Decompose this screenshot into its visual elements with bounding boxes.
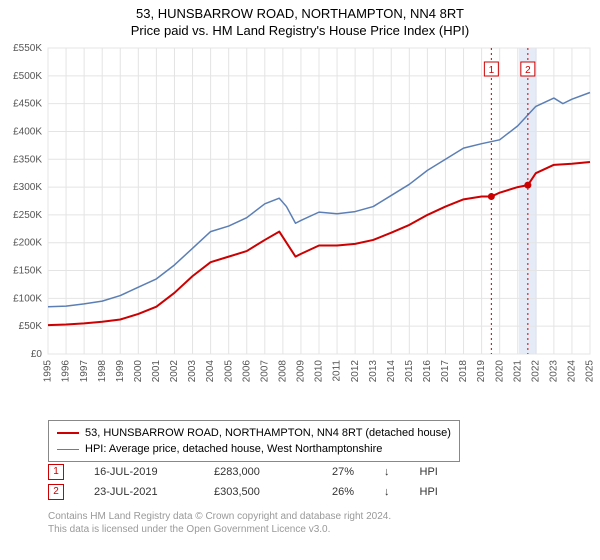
datapoint-marker-1: 1 (48, 464, 64, 480)
datapoint-table: 1 16-JUL-2019 £283,000 27% ↓ HPI 2 23-JU… (48, 462, 438, 502)
svg-text:2: 2 (525, 65, 531, 76)
svg-text:2020: 2020 (494, 360, 505, 383)
svg-text:2023: 2023 (549, 360, 560, 383)
datapoint-marker-1-num: 1 (53, 462, 59, 482)
svg-text:£500K: £500K (13, 71, 42, 82)
svg-text:2009: 2009 (296, 360, 307, 383)
svg-text:2017: 2017 (440, 360, 451, 383)
datapoint-1-date: 16-JUL-2019 (94, 462, 184, 482)
svg-text:£200K: £200K (13, 238, 42, 249)
datapoint-1-vs: HPI (420, 462, 438, 482)
svg-text:£50K: £50K (19, 321, 43, 332)
svg-text:£0: £0 (31, 349, 43, 360)
svg-text:2006: 2006 (241, 360, 252, 383)
footnote-line2: This data is licensed under the Open Gov… (48, 523, 391, 536)
svg-text:2005: 2005 (223, 360, 234, 383)
datapoint-2-pct: 26% (314, 482, 354, 502)
svg-text:2010: 2010 (314, 360, 325, 383)
svg-text:1996: 1996 (61, 360, 72, 383)
svg-text:£550K: £550K (13, 44, 42, 54)
datapoint-1-pct: 27% (314, 462, 354, 482)
svg-text:2012: 2012 (350, 360, 361, 383)
datapoint-1-price: £283,000 (214, 462, 284, 482)
chart-title-address: 53, HUNSBARROW ROAD, NORTHAMPTON, NN4 8R… (0, 6, 600, 21)
datapoint-2-price: £303,500 (214, 482, 284, 502)
svg-text:£150K: £150K (13, 266, 42, 277)
svg-text:2019: 2019 (476, 360, 487, 383)
svg-text:£100K: £100K (13, 293, 42, 304)
datapoint-marker-2-num: 2 (53, 482, 59, 502)
chart-svg: £0 £50K £100K £150K £200K £250K £300K £350K £400… (0, 44, 600, 414)
svg-text:£450K: £450K (13, 99, 42, 110)
svg-text:£250K: £250K (13, 210, 42, 221)
svg-text:£300K: £300K (13, 182, 42, 193)
footnote-line1: Contains HM Land Registry data © Crown c… (48, 510, 391, 523)
footnote: Contains HM Land Registry data © Crown c… (48, 510, 391, 536)
svg-text:2013: 2013 (368, 360, 379, 383)
legend-swatch-hpi (57, 449, 79, 450)
datapoint-row-2: 2 23-JUL-2021 £303,500 26% ↓ HPI (48, 482, 438, 502)
svg-text:2024: 2024 (567, 360, 578, 383)
datapoint-marker-2: 2 (48, 484, 64, 500)
svg-text:1995: 1995 (43, 360, 54, 383)
svg-text:2011: 2011 (332, 360, 343, 382)
svg-text:2014: 2014 (386, 360, 397, 383)
svg-text:1997: 1997 (79, 360, 90, 383)
svg-text:2018: 2018 (458, 360, 469, 383)
svg-text:2008: 2008 (278, 360, 289, 383)
legend-label-hpi: HPI: Average price, detached house, West… (85, 441, 382, 457)
datapoint-2-vs: HPI (420, 482, 438, 502)
svg-text:£350K: £350K (13, 154, 42, 165)
datapoint-1-arrow: ↓ (384, 462, 390, 482)
svg-text:2001: 2001 (151, 360, 162, 383)
legend-row-property: 53, HUNSBARROW ROAD, NORTHAMPTON, NN4 8R… (57, 425, 451, 441)
svg-text:2016: 2016 (422, 360, 433, 383)
chart-plot-area: £0 £50K £100K £150K £200K £250K £300K £350K £400… (0, 44, 600, 414)
svg-text:2002: 2002 (169, 360, 180, 383)
datapoint-2-arrow: ↓ (384, 482, 390, 502)
legend-label-property: 53, HUNSBARROW ROAD, NORTHAMPTON, NN4 8R… (85, 425, 451, 441)
svg-text:2021: 2021 (512, 360, 523, 383)
svg-text:2015: 2015 (404, 360, 415, 383)
svg-text:2004: 2004 (205, 360, 216, 383)
legend-swatch-property (57, 432, 79, 434)
svg-text:2022: 2022 (530, 360, 541, 383)
svg-text:2007: 2007 (259, 360, 270, 383)
svg-text:2003: 2003 (187, 360, 198, 383)
chart-container: 53, HUNSBARROW ROAD, NORTHAMPTON, NN4 8R… (0, 0, 600, 560)
chart-title-subtitle: Price paid vs. HM Land Registry's House … (0, 23, 600, 38)
svg-text:1: 1 (489, 65, 495, 76)
legend-row-hpi: HPI: Average price, detached house, West… (57, 441, 451, 457)
svg-text:1998: 1998 (97, 360, 108, 383)
legend: 53, HUNSBARROW ROAD, NORTHAMPTON, NN4 8R… (48, 420, 460, 462)
svg-text:1999: 1999 (115, 360, 126, 383)
chart-titles: 53, HUNSBARROW ROAD, NORTHAMPTON, NN4 8R… (0, 0, 600, 38)
datapoint-2-date: 23-JUL-2021 (94, 482, 184, 502)
svg-text:£400K: £400K (13, 126, 42, 137)
svg-text:2000: 2000 (133, 360, 144, 383)
svg-text:2025: 2025 (585, 360, 596, 383)
datapoint-row-1: 1 16-JUL-2019 £283,000 27% ↓ HPI (48, 462, 438, 482)
